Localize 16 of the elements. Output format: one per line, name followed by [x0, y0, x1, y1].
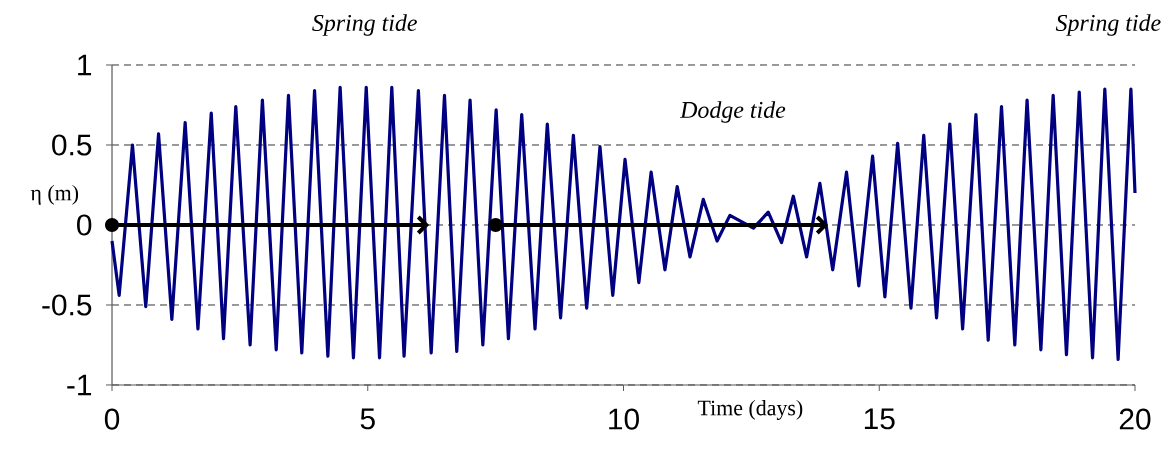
annotation: Dodge tide	[679, 101, 786, 123]
y-tick-label: -1	[67, 374, 92, 396]
x-axis-title: Time (days)	[697, 399, 803, 420]
x-tick-label: 10	[609, 408, 639, 430]
y-tick-label: 1	[78, 54, 92, 76]
x-tick-label: 15	[864, 408, 895, 430]
y-tick-label: 0	[77, 214, 92, 236]
text: Spring tide	[312, 14, 417, 36]
x-tick-label: 20	[1119, 408, 1151, 430]
y-tick-label: 0.5	[52, 134, 92, 156]
x-tick-label: 0	[104, 408, 120, 430]
x-tick-label: 5	[360, 408, 375, 430]
line-series	[110, 85, 1137, 361]
y-tick-label: -0.5	[42, 294, 92, 316]
text: Spring tide	[1055, 14, 1161, 36]
y-axis-title: η (m)	[30, 184, 79, 205]
